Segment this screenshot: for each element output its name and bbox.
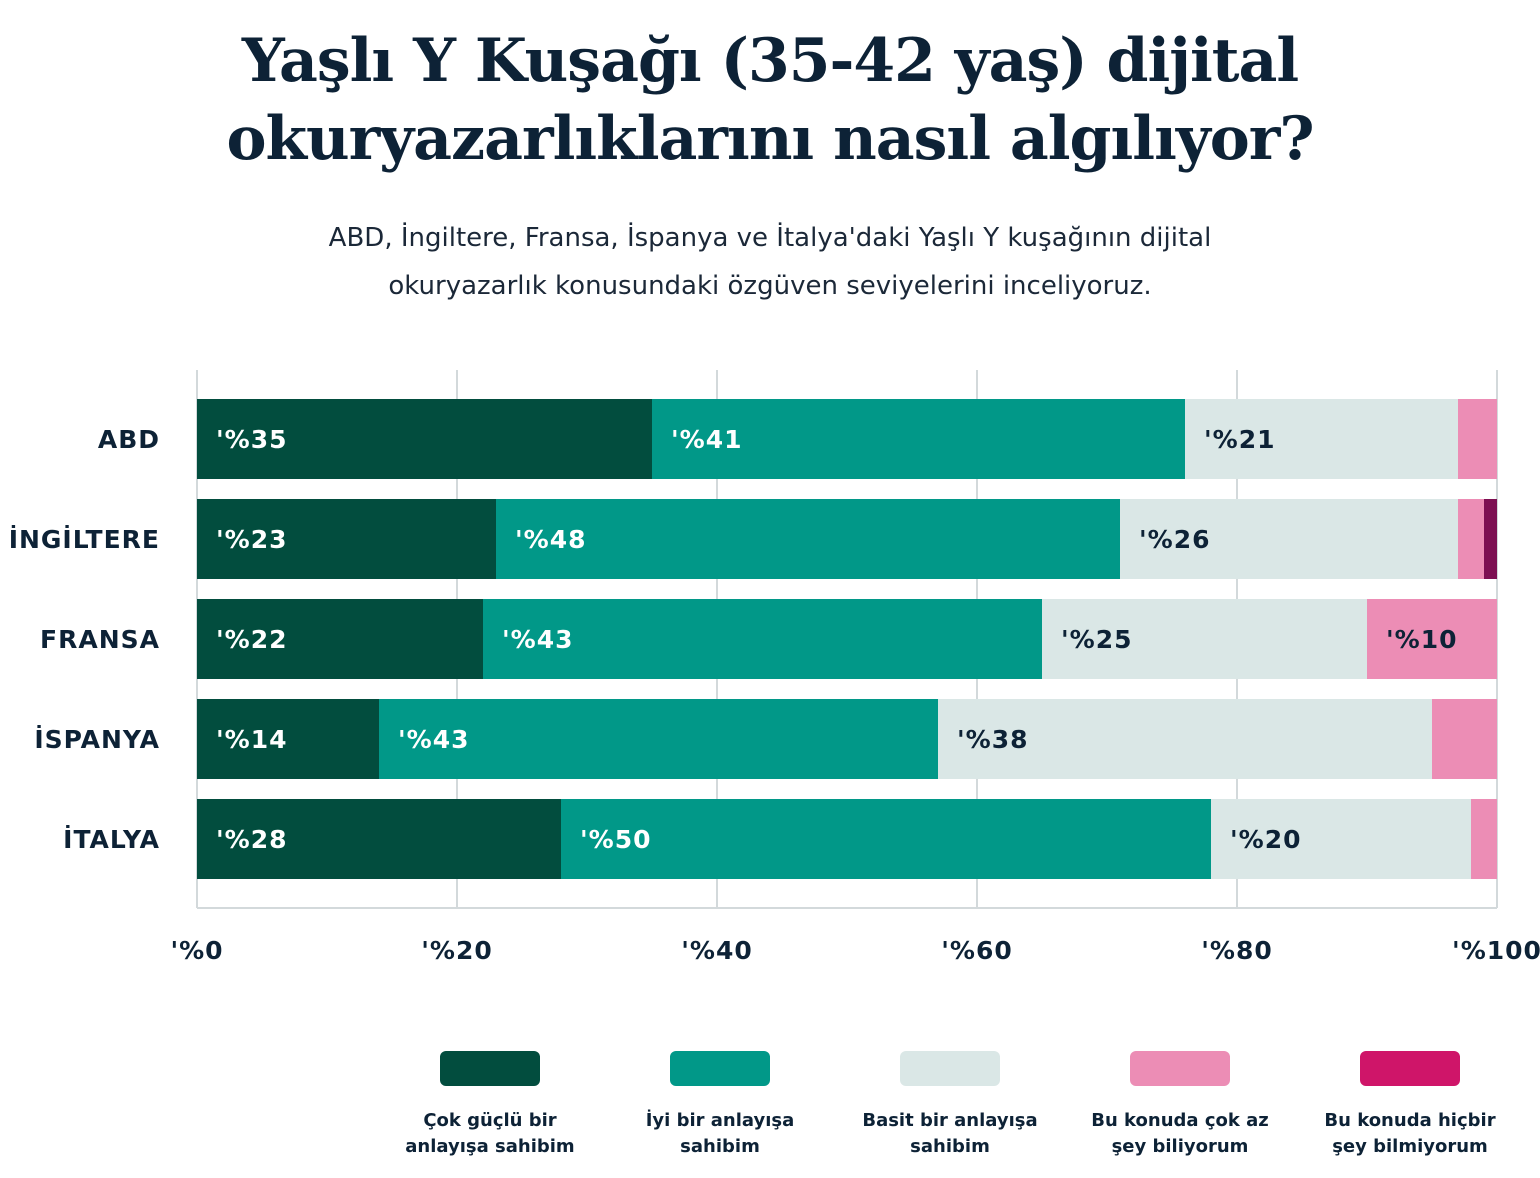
- bar-segment: [197, 399, 652, 479]
- bar-segment: [1211, 799, 1471, 879]
- x-tick-label: '%80: [1201, 936, 1273, 965]
- legend-swatch: [440, 1051, 540, 1086]
- legend-label: anlayışa sahibim: [405, 1136, 574, 1157]
- data-label: '%14: [216, 725, 288, 754]
- bar-segment: [1458, 399, 1497, 479]
- legend-swatch: [1130, 1051, 1230, 1086]
- data-label: '%50: [580, 825, 652, 854]
- bar-segment: [197, 699, 379, 779]
- data-label: '%20: [1230, 825, 1302, 854]
- bar-segment: [197, 499, 496, 579]
- x-tick-label: '%0: [170, 936, 223, 965]
- legend-swatch: [1360, 1051, 1460, 1086]
- data-label: '%35: [216, 425, 288, 454]
- data-label: '%25: [1061, 625, 1133, 654]
- legend-label: Çok güçlü bir: [423, 1110, 556, 1131]
- data-label: '%10: [1386, 625, 1458, 654]
- bar-segment: [652, 399, 1185, 479]
- category-label: İNGİLTERE: [9, 524, 160, 554]
- data-label: '%23: [216, 525, 288, 554]
- bar-segment: [561, 799, 1211, 879]
- legend-label: Basit bir anlayışa: [862, 1110, 1037, 1131]
- category-label: İSPANYA: [34, 724, 160, 754]
- bar-segment: [1120, 499, 1458, 579]
- data-label: '%41: [671, 425, 743, 454]
- legend-swatch: [670, 1051, 770, 1086]
- data-label: '%43: [502, 625, 574, 654]
- bar-segment: [1458, 499, 1484, 579]
- x-tick-label: '%100: [1452, 936, 1540, 965]
- data-label: '%28: [216, 825, 288, 854]
- bar-segment: [496, 499, 1120, 579]
- data-label: '%21: [1204, 425, 1276, 454]
- x-tick-label: '%60: [941, 936, 1013, 965]
- x-tick-label: '%40: [681, 936, 753, 965]
- category-label: ABD: [98, 425, 160, 454]
- legend-swatch: [900, 1051, 1000, 1086]
- data-label: '%43: [398, 725, 470, 754]
- legend-label: şey biliyorum: [1112, 1136, 1249, 1157]
- bar-segment: [1484, 499, 1497, 579]
- data-label: '%38: [957, 725, 1029, 754]
- legend-label: Bu konuda çok az: [1091, 1110, 1268, 1131]
- data-label: '%26: [1139, 525, 1211, 554]
- bar-segment: [1471, 799, 1497, 879]
- bar-segment: [1042, 599, 1367, 679]
- bar-segment: [197, 799, 561, 879]
- legend-label: sahibim: [680, 1136, 760, 1157]
- bar-segment: [483, 599, 1042, 679]
- bar-segment: [1367, 599, 1497, 679]
- legend-label: sahibim: [910, 1136, 990, 1157]
- bar-segment: [379, 699, 938, 779]
- category-label: İTALYA: [63, 824, 160, 854]
- chart-subtitle: ABD, İngiltere, Fransa, İspanya ve İtaly…: [328, 223, 1212, 301]
- bar-segment: [1185, 399, 1458, 479]
- x-tick-label: '%20: [421, 936, 493, 965]
- bar-segment: [197, 599, 483, 679]
- bar-segment: [938, 699, 1432, 779]
- legend-label: Bu konuda hiçbir: [1324, 1110, 1495, 1131]
- legend-label: şey bilmiyorum: [1332, 1136, 1488, 1157]
- chart-title: Yaşlı Y Kuşağı (35-42 yaş) dijital okurya…: [226, 26, 1314, 174]
- bar-segment: [1432, 699, 1497, 779]
- legend-label: İyi bir anlayışa: [646, 1109, 795, 1131]
- data-label: '%48: [515, 525, 587, 554]
- data-label: '%22: [216, 625, 288, 654]
- category-label: FRANSA: [40, 625, 160, 654]
